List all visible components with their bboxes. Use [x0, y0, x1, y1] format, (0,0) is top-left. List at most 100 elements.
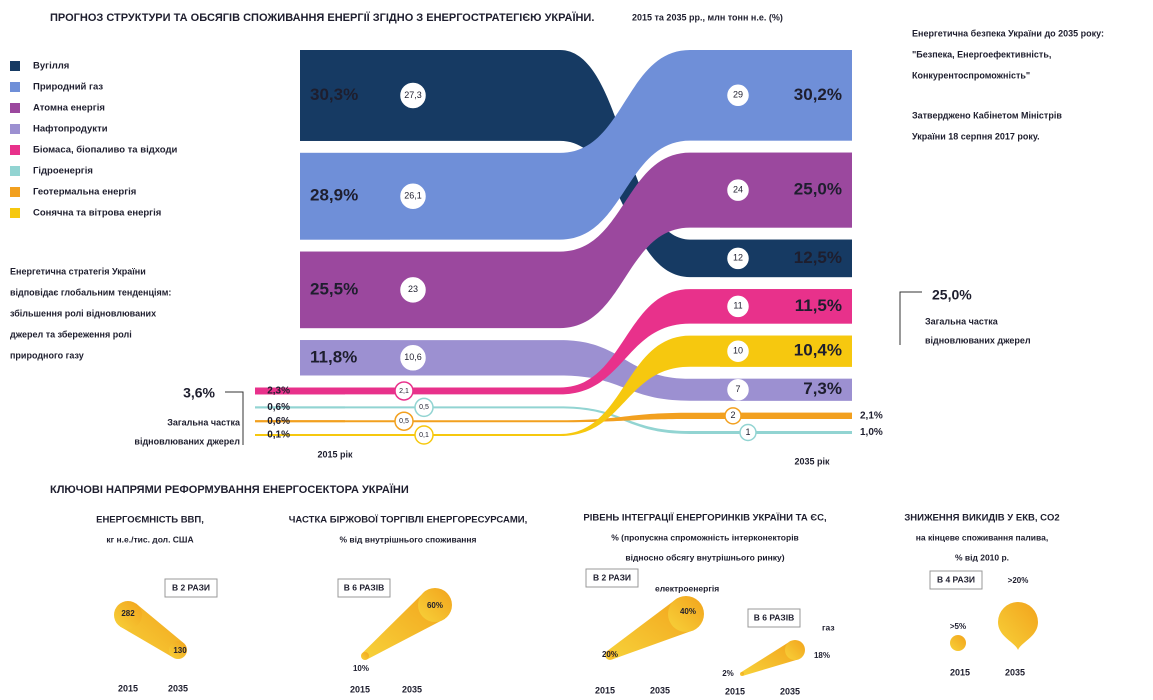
cone-value: 40% — [680, 607, 696, 616]
legend-swatch — [10, 187, 20, 197]
legend-swatch — [10, 103, 20, 113]
volume-label-2015: 2,1 — [399, 388, 409, 395]
volume-label-2035: 11 — [733, 301, 742, 311]
volume-circle — [727, 247, 749, 270]
year: 2035 — [650, 685, 670, 695]
cone — [114, 601, 187, 659]
volume-circle — [400, 82, 426, 109]
renewable-total: 25,0% — [932, 287, 972, 303]
legend-label: Геотермальна енергія — [33, 187, 136, 198]
value-label-2035: 25,0% — [794, 180, 842, 199]
panel-title: кг н.е./тис. дол. США — [106, 534, 193, 544]
legend-swatch — [10, 208, 20, 218]
cone-value: 130 — [173, 646, 187, 655]
cone-end — [169, 641, 187, 659]
badge-box — [929, 570, 983, 590]
bracket — [225, 391, 244, 445]
badge: В 6 РАЗІВ — [344, 582, 384, 592]
badge-box — [747, 608, 801, 628]
value-label-2015: 11,8% — [310, 347, 357, 366]
badge: В 2 РАЗИ — [172, 582, 210, 592]
year: 2035 — [402, 684, 422, 694]
flow-band — [300, 152, 852, 329]
bar-2015 — [255, 406, 345, 409]
value-label-2015: 28,9% — [310, 186, 358, 205]
year: 2015 — [118, 683, 138, 693]
value-label-2035: 7,3% — [803, 379, 842, 398]
flow-band — [255, 335, 852, 436]
panel-title: % від 2010 р. — [955, 552, 1009, 562]
legend-label: Гідроенергія — [33, 166, 93, 177]
flow-band — [300, 50, 852, 240]
item-label: газ — [822, 622, 835, 632]
panel-title: РІВЕНЬ ІНТЕГРАЦІЇ ЕНЕРГОРИНКІВ УКРАЇНИ Т… — [583, 513, 826, 524]
volume-circle — [739, 423, 757, 442]
legend-swatch — [10, 82, 20, 92]
cone-end — [418, 588, 452, 622]
panel-title: ЕНЕРГОЄМНІСТЬ ВВП, — [96, 515, 204, 526]
cone-value: 282 — [121, 609, 135, 618]
note: джерел та збереження ролі — [10, 329, 132, 339]
renewable-label: відновлюваних джерел — [134, 436, 240, 446]
legend-label: Нафтопродукти — [33, 124, 108, 135]
year: 2015 — [725, 686, 745, 696]
panel-title: на кінцеве споживання палива, — [916, 532, 1048, 542]
note: Затверджено Кабінетом Міністрів — [912, 110, 1062, 120]
flow-band — [255, 412, 852, 423]
legend-label: Біомаса, біопаливо та відходи — [33, 145, 177, 156]
note: Енергетична стратегія України — [10, 266, 146, 276]
volume-circle — [724, 407, 742, 425]
badge: В 4 РАЗИ — [937, 574, 975, 584]
year: 2035 — [1005, 667, 1025, 677]
badge-box — [337, 578, 391, 598]
flow-band — [255, 289, 852, 395]
badge: В 2 РАЗИ — [593, 572, 631, 582]
note: природного газу — [10, 350, 84, 360]
legend-label: Атомна енергія — [33, 103, 105, 114]
volume-label-2015: 10,6 — [404, 352, 422, 362]
section-title: КЛЮЧОВІ НАПРЯМИ РЕФОРМУВАННЯ ЕНЕРГОСЕКТО… — [50, 483, 409, 496]
cone-end — [998, 602, 1038, 650]
cone-end — [785, 640, 805, 660]
value-label-2035: 10,4% — [794, 341, 842, 360]
volume-circle — [414, 397, 434, 418]
volume-circle — [400, 345, 426, 371]
cone — [740, 640, 805, 676]
volume-label-2035: 1 — [745, 427, 750, 437]
renewable-label: Загальна частка — [167, 417, 241, 427]
legend-swatch — [10, 124, 20, 134]
panel-title: ЧАСТКА БІРЖОВОЇ ТОРГІВЛІ ЕНЕРГОРЕСУРСАМИ… — [289, 515, 528, 526]
year: 2015 — [595, 685, 615, 695]
legend-swatch — [10, 166, 20, 176]
panel-title: ЗНИЖЕННЯ ВИКИДІВ У ЕКВ, CO2 — [904, 513, 1059, 524]
value-label-2035: 12,5% — [794, 248, 842, 267]
cone-end — [114, 601, 142, 629]
note: "Безпека, Енергоефективність, — [912, 49, 1051, 59]
volume-circle — [414, 425, 434, 445]
value-label-2015: 2,3% — [267, 386, 290, 397]
note: відповідає глобальним тенденціям: — [10, 287, 171, 297]
volume-label-2035: 29 — [733, 90, 743, 100]
note: збільшення ролі відновлюваних — [10, 308, 156, 318]
volume-label-2035: 12 — [733, 253, 743, 263]
volume-label-2015: 26,1 — [404, 191, 422, 201]
renewable-label: Загальна частка — [925, 316, 999, 326]
volume-label-2035: 24 — [733, 184, 743, 194]
volume-circle — [727, 379, 749, 401]
bar-2015 — [300, 340, 390, 376]
volume-label-2015: 23 — [408, 284, 418, 294]
renewable-label: відновлюваних джерел — [925, 335, 1031, 345]
cone-value: >5% — [950, 622, 966, 631]
note: України 18 серпня 2017 року. — [912, 131, 1040, 141]
panel-title: % (пропускна спроможність інтерконекторі… — [611, 532, 799, 542]
bar-2015 — [255, 387, 345, 395]
badge-box — [164, 578, 218, 598]
bracket — [899, 291, 922, 345]
bar-2035 — [720, 378, 852, 401]
value-label-2015: 0,1% — [267, 430, 290, 441]
legend-swatch — [10, 61, 20, 71]
value-label-2015: 25,5% — [310, 279, 358, 298]
value-label-2035: 11,5% — [795, 296, 842, 315]
volume-circle — [394, 411, 414, 431]
cone-value: >20% — [1008, 576, 1029, 585]
